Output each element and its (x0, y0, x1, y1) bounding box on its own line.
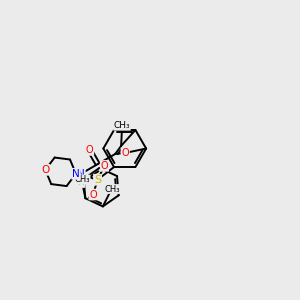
Text: O: O (100, 161, 108, 171)
Text: H: H (78, 178, 84, 187)
Text: O: O (89, 190, 97, 200)
Text: O: O (122, 148, 129, 158)
Text: CH₃: CH₃ (114, 121, 130, 130)
Text: O: O (86, 145, 93, 155)
Text: N: N (72, 169, 80, 179)
Text: CH₃: CH₃ (104, 184, 120, 194)
Text: CH₃: CH₃ (75, 175, 90, 184)
Text: O: O (41, 165, 50, 175)
Text: S: S (94, 175, 101, 185)
Text: N: N (77, 169, 85, 179)
